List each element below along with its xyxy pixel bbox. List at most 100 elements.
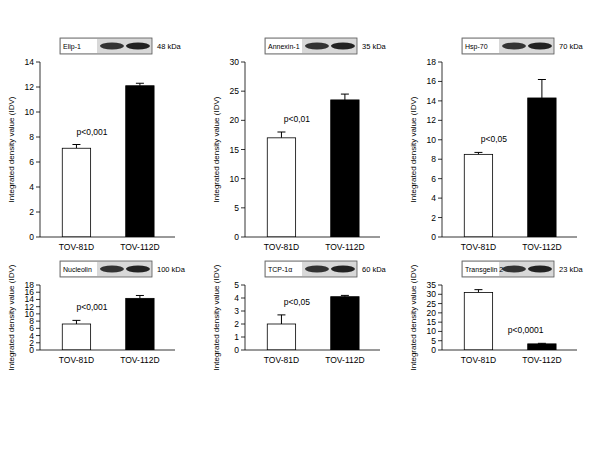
error-cap xyxy=(277,132,285,133)
y-tick-label: 4 xyxy=(234,293,239,303)
blot-label-box xyxy=(266,262,302,276)
y-tick-label: 1 xyxy=(234,332,239,342)
blot-band xyxy=(100,266,124,273)
x-tick-label: TOV-112D xyxy=(522,355,561,365)
y-tick-label: 16 xyxy=(427,76,437,86)
y-tick xyxy=(241,337,245,338)
y-tick xyxy=(241,149,245,150)
y-axis-label: Integrated density value (IDV) xyxy=(409,96,418,202)
y-tick xyxy=(438,120,442,121)
blot-band xyxy=(528,43,552,50)
bars xyxy=(267,295,359,350)
molecular-weight: 60 kDa xyxy=(362,265,387,274)
y-tick-label: 10 xyxy=(230,174,240,184)
y-tick-label: 18 xyxy=(427,57,437,67)
error-cap xyxy=(277,314,285,315)
p-value: p<0,05 xyxy=(284,297,311,307)
molecular-weight: 100 kDa xyxy=(157,265,186,274)
y-axis-label: Integrated density value (IDV) xyxy=(212,96,221,202)
panel: Nucleolin100 kDaIntegrated density value… xyxy=(7,261,186,370)
y-tick-label: 6 xyxy=(29,157,34,167)
y-tick-label: 10 xyxy=(25,107,35,117)
y-axis xyxy=(442,285,443,350)
y-tick-label: 10 xyxy=(427,326,437,336)
y-tick-label: 8 xyxy=(29,132,34,142)
y-tick xyxy=(241,237,245,238)
y-tick xyxy=(438,100,442,101)
blot-label-box xyxy=(61,39,97,53)
y-tick-label: 4 xyxy=(431,193,436,203)
y-tick xyxy=(438,178,442,179)
y-tick xyxy=(36,350,40,351)
molecular-weight: 35 kDa xyxy=(362,42,387,51)
x-tick-label: TOV-81D xyxy=(461,355,496,365)
error-bar xyxy=(76,320,77,324)
y-tick xyxy=(36,335,40,336)
molecular-weight: 48 kDa xyxy=(157,42,182,51)
protein-name: Hsp-70 xyxy=(465,43,488,51)
blot-band xyxy=(305,266,329,273)
y-tick xyxy=(36,187,40,188)
y-axis-label: Integrated density value (IDV) xyxy=(7,96,16,202)
y-tick xyxy=(438,331,442,332)
y-tick xyxy=(438,340,442,341)
y-tick xyxy=(36,237,40,238)
y-tick xyxy=(36,321,40,322)
error-cap xyxy=(538,79,546,80)
x-tick-label: TOV-112D xyxy=(120,355,159,365)
blot-frame xyxy=(265,38,357,54)
y-tick-label: 6 xyxy=(431,174,436,184)
blot-band xyxy=(331,43,355,50)
bar xyxy=(126,86,154,237)
panel: TCP-1α60 kDaIntegrated density value (ID… xyxy=(212,261,386,370)
y-tick xyxy=(36,328,40,329)
bar xyxy=(62,148,90,237)
y-tick xyxy=(241,285,245,286)
y-tick xyxy=(438,285,442,286)
y-tick-label: 30 xyxy=(427,289,437,299)
y-tick-label: 15 xyxy=(427,317,437,327)
error-cap xyxy=(72,320,80,321)
bar xyxy=(331,100,359,237)
x-tick-label: TOV-81D xyxy=(59,355,94,365)
x-tick-label: TOV-112D xyxy=(325,242,364,252)
y-tick xyxy=(241,324,245,325)
y-tick-label: 30 xyxy=(230,57,240,67)
y-tick-label: 18 xyxy=(25,280,35,290)
y-tick-label: 35 xyxy=(427,280,437,290)
y-tick-label: 14 xyxy=(427,96,437,106)
y-tick-label: 25 xyxy=(230,86,240,96)
y-tick-label: 25 xyxy=(427,299,437,309)
y-tick xyxy=(241,207,245,208)
x-tick-label: TOV-81D xyxy=(461,242,496,252)
p-value: p<0,05 xyxy=(481,134,508,144)
y-tick xyxy=(36,87,40,88)
error-cap xyxy=(136,83,144,84)
y-tick xyxy=(438,62,442,63)
y-tick-label: 2 xyxy=(431,213,436,223)
panel: Annexin-1 35 kDa Integrated density value … xyxy=(212,38,386,252)
y-tick-label: 0 xyxy=(234,345,239,355)
y-tick-label: 0 xyxy=(431,232,436,242)
bar xyxy=(464,154,492,237)
y-tick-label: 3 xyxy=(234,306,239,316)
y-tick xyxy=(438,312,442,313)
protein-name: Annexin-1 xyxy=(268,43,300,50)
x-axis xyxy=(40,350,175,351)
protein-name: Nucleolin xyxy=(63,266,92,273)
blot-band xyxy=(100,43,124,50)
blot-band xyxy=(502,43,526,50)
y-tick-label: 15 xyxy=(230,145,240,155)
error-cap xyxy=(474,289,482,290)
y-tick-label: 5 xyxy=(234,203,239,213)
x-tick-label: TOV-112D xyxy=(325,355,364,365)
y-tick-label: 2 xyxy=(234,319,239,329)
bar xyxy=(267,138,295,237)
y-tick xyxy=(438,81,442,82)
y-tick xyxy=(241,178,245,179)
error-cap xyxy=(474,152,482,153)
y-tick xyxy=(36,112,40,113)
y-tick-label: 12 xyxy=(25,82,35,92)
bar xyxy=(126,298,154,350)
bar xyxy=(528,98,556,237)
